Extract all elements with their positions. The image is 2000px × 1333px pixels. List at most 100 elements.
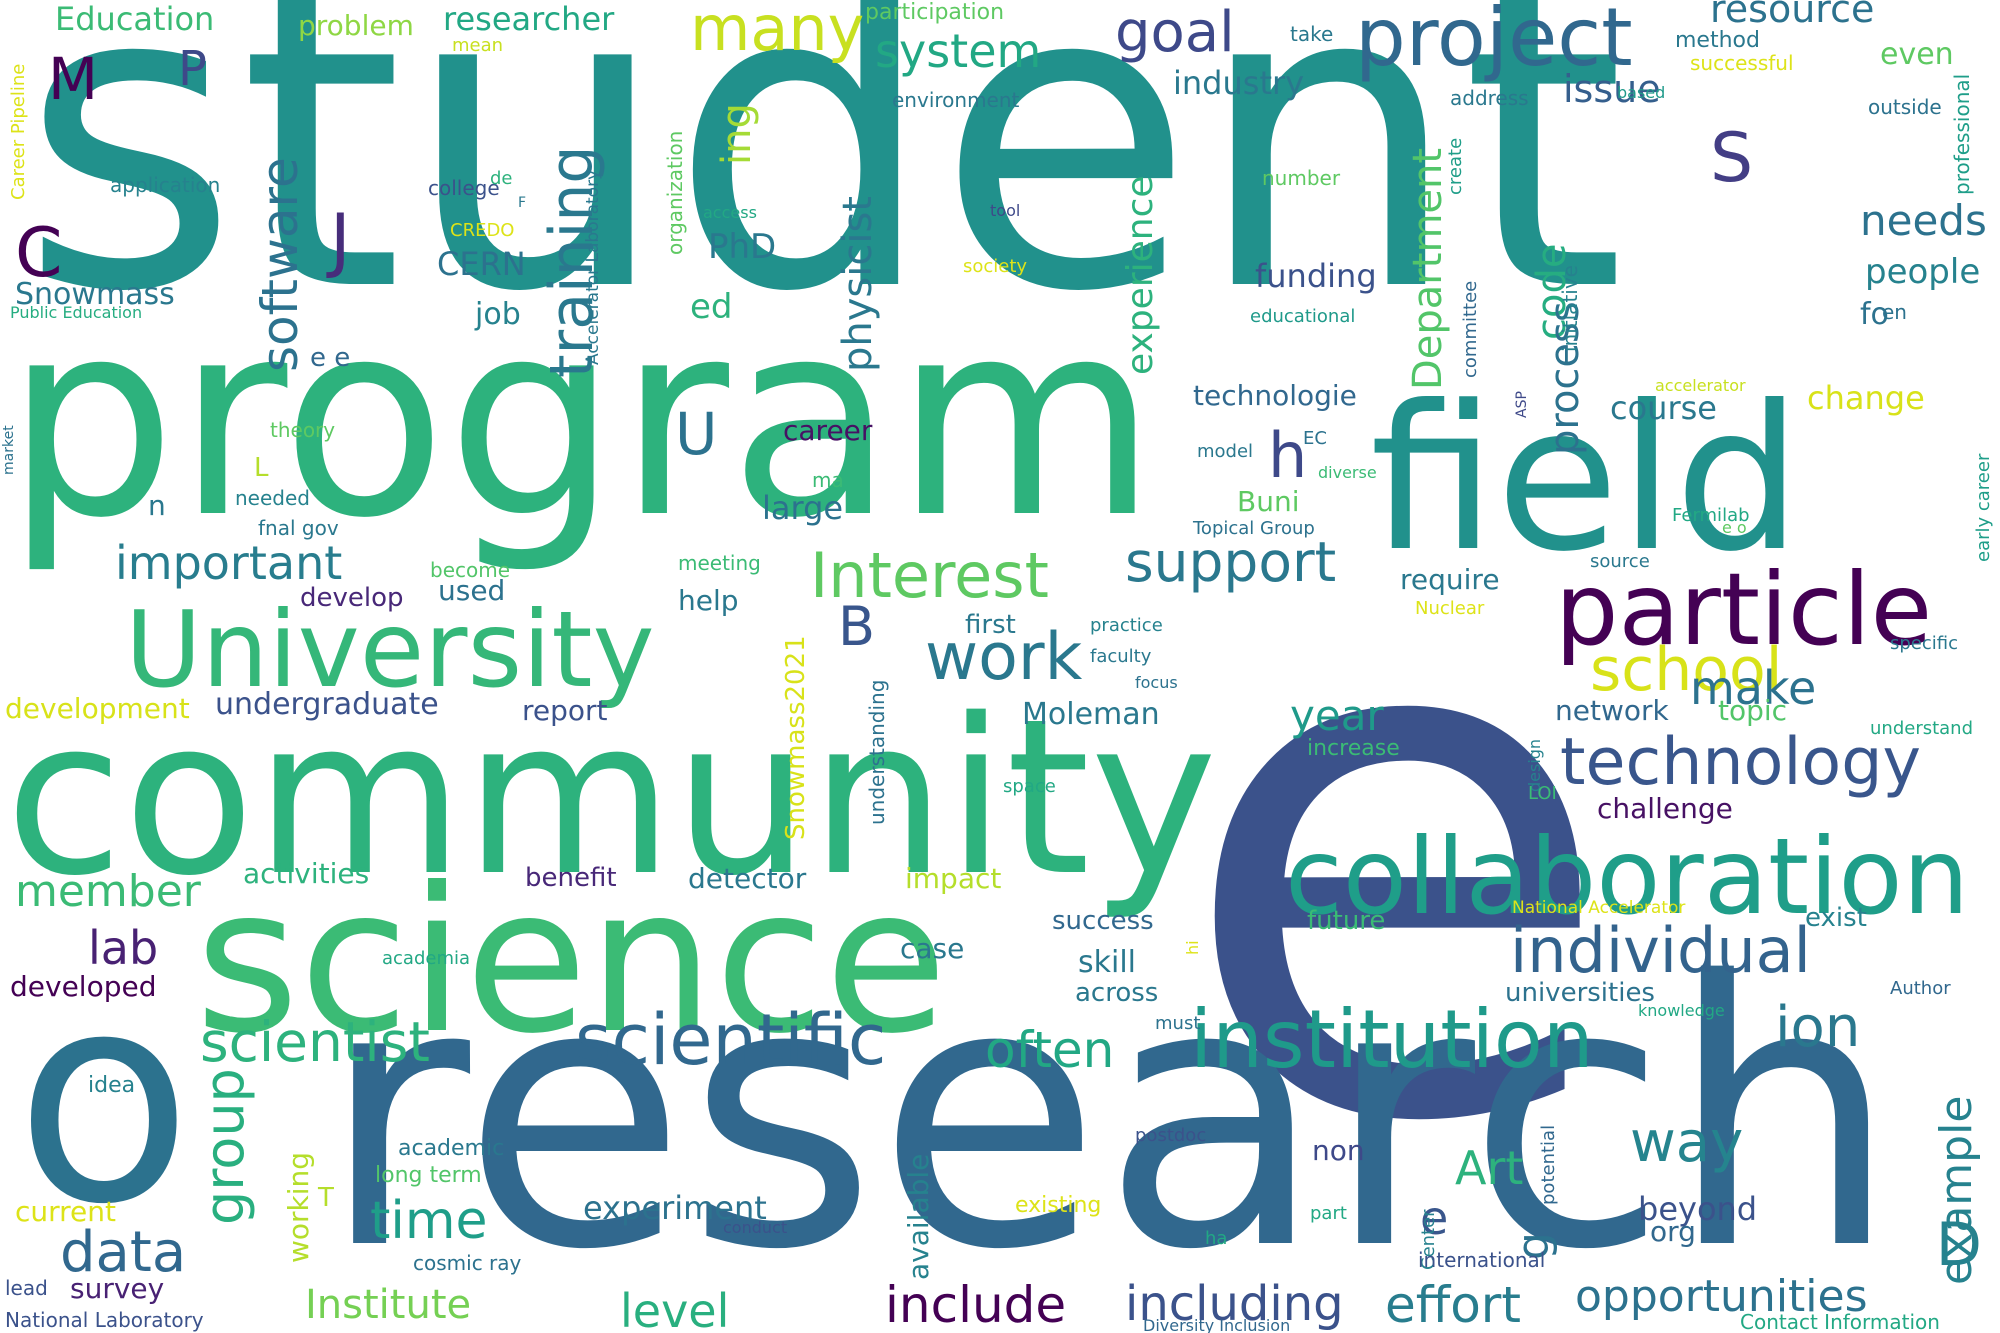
- word: problem: [298, 9, 414, 42]
- word: market: [1, 425, 17, 475]
- word: job: [475, 297, 521, 332]
- word: used: [438, 574, 506, 607]
- word: available: [902, 1153, 935, 1280]
- word: Moleman: [1022, 697, 1160, 732]
- word: physicist: [835, 196, 881, 372]
- word: focus: [1135, 673, 1178, 692]
- word: Buni: [1237, 485, 1300, 518]
- word: knowledge: [1638, 1001, 1725, 1020]
- word: technologie: [1193, 379, 1357, 412]
- word: based: [1617, 83, 1666, 102]
- word: collaboration: [1285, 816, 1970, 938]
- word: professional: [1950, 73, 1974, 195]
- word: experience: [1120, 175, 1161, 375]
- word: initiative: [1558, 265, 1582, 352]
- word: member: [15, 866, 201, 917]
- word: universities: [1505, 978, 1655, 1008]
- word: network: [1555, 694, 1669, 727]
- word: work: [925, 620, 1083, 695]
- word: academic: [398, 1136, 505, 1161]
- word: address: [1450, 86, 1529, 110]
- word: particle: [1555, 551, 1933, 668]
- word: beyond: [1638, 1190, 1758, 1228]
- word: student: [20, 0, 1626, 384]
- word: potential: [1538, 1124, 1559, 1205]
- word: include: [885, 1276, 1067, 1333]
- word: ha: [1205, 1228, 1228, 1249]
- word: needed: [235, 486, 310, 510]
- word: M: [48, 45, 99, 113]
- word: effort: [1385, 1276, 1521, 1333]
- word: diverse: [1318, 463, 1377, 482]
- word: data: [60, 1220, 187, 1285]
- word: Public Education: [10, 303, 143, 322]
- word: model: [1197, 441, 1254, 462]
- word: science: [195, 845, 948, 1078]
- word: international: [1418, 1248, 1546, 1272]
- word: PhD: [708, 227, 777, 267]
- word: time: [370, 1191, 488, 1251]
- word: Contact Information: [1740, 1310, 1940, 1333]
- word: non: [1312, 1134, 1365, 1167]
- word: exist: [1805, 903, 1867, 933]
- word: cosmic ray: [413, 1251, 522, 1275]
- word: including: [1125, 1276, 1344, 1332]
- word: ASP: [1514, 391, 1530, 418]
- word: ing: [714, 103, 760, 165]
- word: National Laboratory: [5, 1308, 204, 1332]
- word: outside: [1868, 95, 1942, 119]
- word: opportunities: [1575, 1271, 1868, 1322]
- word: T: [318, 1183, 334, 1213]
- word: Snowmass2021: [781, 635, 811, 840]
- word: Education: [55, 0, 215, 38]
- word: n: [148, 489, 166, 522]
- word: activities: [243, 857, 370, 890]
- word: practice: [1090, 615, 1163, 636]
- word: e o: [1722, 518, 1747, 537]
- word: fnal gov: [258, 516, 339, 540]
- word: method: [1675, 28, 1760, 53]
- word: institution: [1190, 993, 1594, 1086]
- word: Topical Group: [1193, 518, 1315, 539]
- word: part: [1310, 1203, 1347, 1224]
- word: community: [5, 672, 1218, 923]
- word: case: [900, 932, 965, 965]
- word: large: [762, 489, 844, 527]
- word: environment: [892, 88, 1020, 112]
- word: Institute: [305, 1282, 472, 1328]
- word: P: [178, 41, 207, 97]
- word: Fermilab: [1672, 505, 1750, 526]
- word: J: [330, 199, 351, 281]
- word: LOI: [1528, 783, 1557, 804]
- word: org: [1650, 1215, 1696, 1248]
- word: National Accelerator: [1512, 898, 1686, 918]
- word: across: [1075, 978, 1159, 1008]
- word: mean: [452, 35, 504, 56]
- word: benefit: [525, 863, 617, 893]
- word: needs: [1860, 196, 1987, 245]
- word: application: [110, 173, 221, 197]
- word: accelerator: [1655, 376, 1746, 395]
- word: Diversity Inclusion: [1143, 1316, 1291, 1333]
- word: C: [15, 214, 63, 293]
- word: lead: [5, 1276, 48, 1300]
- word: participation: [865, 0, 1005, 25]
- word: success: [1052, 906, 1154, 936]
- word: research: [320, 905, 1900, 1330]
- word: goal: [1115, 0, 1235, 65]
- word: scientific: [575, 999, 887, 1081]
- word: en: [1882, 300, 1907, 324]
- word: increase: [1307, 736, 1400, 761]
- word: industry: [1173, 64, 1305, 102]
- word: specific: [1890, 633, 1959, 654]
- word: Accelerator Laboratory: [583, 169, 603, 365]
- word: Career Pipeline: [8, 63, 29, 200]
- word: understand: [1870, 718, 1974, 739]
- word: must: [1155, 1013, 1201, 1034]
- word: idea: [88, 1073, 136, 1098]
- word: developed: [10, 970, 157, 1003]
- word: school: [1590, 635, 1783, 705]
- word: e e: [310, 343, 351, 373]
- word: access: [703, 203, 757, 222]
- word: EC: [1303, 428, 1327, 449]
